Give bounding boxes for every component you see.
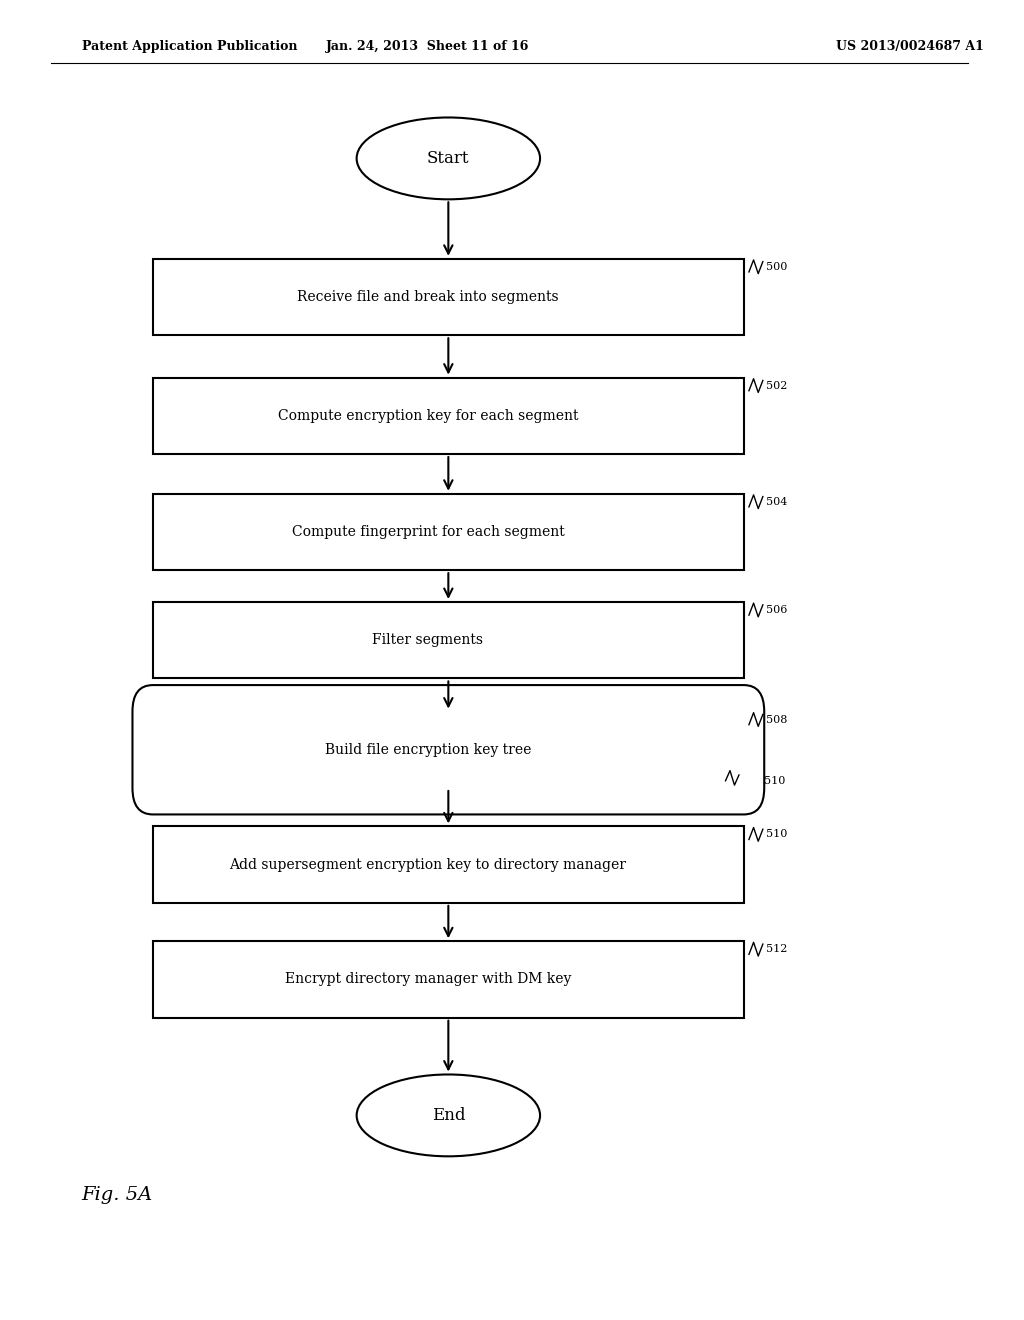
Text: Compute fingerprint for each segment: Compute fingerprint for each segment — [292, 525, 564, 539]
Text: 502: 502 — [766, 380, 786, 391]
Text: Receive file and break into segments: Receive file and break into segments — [297, 290, 559, 304]
Text: 506: 506 — [766, 605, 786, 615]
Text: 504: 504 — [766, 496, 786, 507]
Text: 510: 510 — [764, 776, 785, 785]
Text: Compute encryption key for each segment: Compute encryption key for each segment — [278, 409, 579, 422]
Text: Start: Start — [427, 150, 470, 166]
Text: Filter segments: Filter segments — [373, 634, 483, 647]
Text: 512: 512 — [766, 944, 786, 954]
Text: Patent Application Publication: Patent Application Publication — [82, 40, 297, 53]
Text: Add supersegment encryption key to directory manager: Add supersegment encryption key to direc… — [229, 858, 627, 871]
Text: 510: 510 — [766, 829, 786, 840]
Text: Encrypt directory manager with DM key: Encrypt directory manager with DM key — [285, 973, 571, 986]
Text: 500: 500 — [766, 261, 786, 272]
Text: Jan. 24, 2013  Sheet 11 of 16: Jan. 24, 2013 Sheet 11 of 16 — [327, 40, 529, 53]
Text: US 2013/0024687 A1: US 2013/0024687 A1 — [836, 40, 983, 53]
Text: End: End — [431, 1107, 465, 1123]
Text: Build file encryption key tree: Build file encryption key tree — [325, 743, 531, 756]
Text: Fig. 5A: Fig. 5A — [82, 1185, 153, 1204]
Text: 508: 508 — [766, 714, 786, 725]
